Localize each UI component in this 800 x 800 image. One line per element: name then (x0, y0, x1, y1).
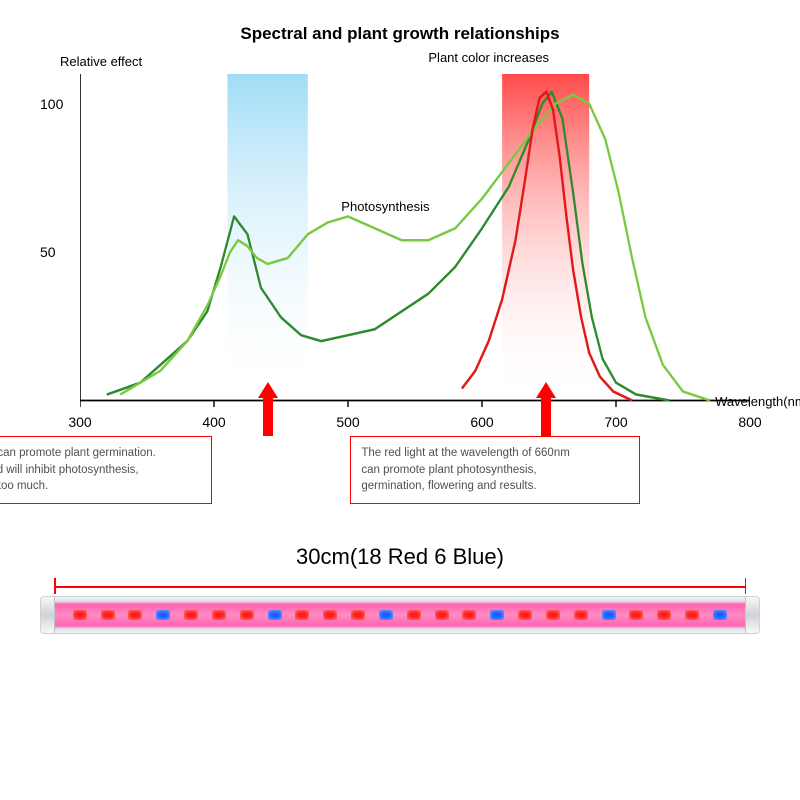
led-chip (546, 610, 560, 620)
dimension-bracket (54, 578, 746, 594)
y-tick: 100 (40, 96, 63, 112)
led-chip (462, 610, 476, 620)
x-tick: 600 (470, 414, 493, 430)
led-bar-section (40, 578, 760, 634)
x-axis-label: Wavelength(nm) (715, 394, 800, 409)
arrow-up-icon (258, 382, 278, 398)
x-tick: 800 (738, 414, 761, 430)
x-tick: 400 (202, 414, 225, 430)
led-chip (156, 610, 170, 620)
led-chip (713, 610, 727, 620)
led-chip (240, 610, 254, 620)
x-tick: 300 (68, 414, 91, 430)
led-chip (685, 610, 699, 620)
callout-box: Blue light at 450 nm can promote plant g… (0, 436, 212, 504)
arrow-shaft (541, 398, 551, 436)
led-chip (268, 610, 282, 620)
led-chip (184, 610, 198, 620)
led-chip (128, 610, 142, 620)
led-chip (435, 610, 449, 620)
product-title: 30cm(18 Red 6 Blue) (0, 544, 800, 570)
led-chip (407, 610, 421, 620)
led-chip (295, 610, 309, 620)
led-chip (379, 610, 393, 620)
y-tick: 50 (40, 244, 56, 260)
spectral-chart: Relative effect Wavelength(nm) 300400500… (80, 74, 750, 444)
x-tick: 700 (604, 414, 627, 430)
led-chip (73, 610, 87, 620)
x-tick: 500 (336, 414, 359, 430)
led-chip (351, 610, 365, 620)
led-chip (602, 610, 616, 620)
led-chip (574, 610, 588, 620)
led-chip (657, 610, 671, 620)
arrow-up-icon (536, 382, 556, 398)
chart-annotation: Plant color increases (428, 50, 549, 65)
arrow-shaft (263, 398, 273, 436)
callout-box: The red light at the wavelength of 660nm… (350, 436, 640, 504)
led-chip (323, 610, 337, 620)
led-chip (101, 610, 115, 620)
led-chip (518, 610, 532, 620)
y-axis-label: Relative effect (60, 54, 142, 69)
led-chip (490, 610, 504, 620)
led-chip (629, 610, 643, 620)
chart-annotation: Photosynthesis (341, 199, 429, 214)
chart-svg (80, 74, 750, 444)
led-chip (212, 610, 226, 620)
page-title: Spectral and plant growth relationships (0, 0, 800, 44)
led-bar (40, 596, 760, 634)
